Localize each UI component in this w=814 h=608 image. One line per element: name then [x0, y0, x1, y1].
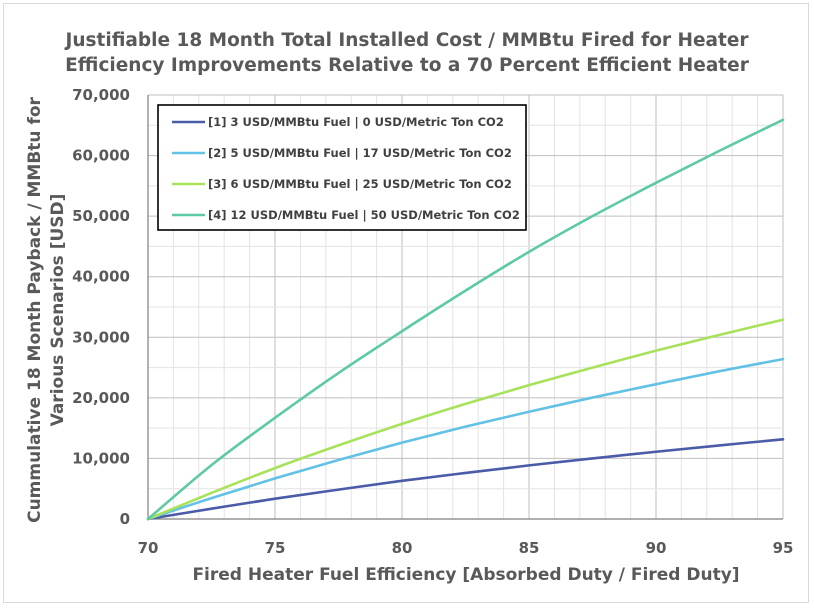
- chart-frame: [3, 3, 809, 603]
- y-axis-title-line-2: Various Scenarios [USD]: [48, 194, 68, 427]
- x-tick-label: 75: [265, 539, 286, 557]
- y-axis-title-line-1: Cummulative 18 Month Payback / MMBtu for: [25, 96, 45, 522]
- y-tick-label: 40,000: [72, 268, 130, 286]
- x-tick-label: 90: [646, 539, 667, 557]
- legend-label-1: [1] 3 USD/MMBtu Fuel | 0 USD/Metric Ton …: [208, 115, 504, 129]
- x-tick-labels: 70 75 80 85 90 95: [138, 539, 794, 557]
- series-line-4: [146, 118, 785, 521]
- series-lines: [146, 118, 785, 521]
- y-tick-label: 30,000: [72, 328, 130, 346]
- x-axis-title: Fired Heater Fuel Efficiency [Absorbed D…: [192, 565, 739, 585]
- legend-box: [157, 104, 527, 231]
- legend-label-2: [2] 5 USD/MMBtu Fuel | 17 USD/Metric Ton…: [208, 146, 512, 160]
- chart-title-line-2: Efficiency Improvements Relative to a 70…: [65, 55, 749, 76]
- y-tick-label: 50,000: [72, 207, 130, 225]
- y-tick-label: 70,000: [72, 86, 130, 104]
- y-tick-label: 60,000: [72, 147, 130, 165]
- x-tick-label: 70: [138, 539, 159, 557]
- series-line-2: [146, 357, 785, 521]
- chart-title-line-1: Justifiable 18 Month Total Installed Cos…: [65, 30, 749, 51]
- legend: [1] 3 USD/MMBtu Fuel | 0 USD/Metric Ton …: [157, 104, 527, 231]
- y-axis-title: Cummulative 18 Month Payback / MMBtu for…: [25, 96, 68, 522]
- chart-title: Justifiable 18 Month Total Installed Cos…: [0, 28, 814, 78]
- y-tick-label: 0: [120, 510, 130, 528]
- axes: [147, 95, 783, 520]
- y-tick-labels: 0 10,000 20,000 30,000 40,000 50,000 60,000 70,…: [72, 86, 130, 528]
- y-tick-label: 20,000: [72, 389, 130, 407]
- legend-label-4: [4] 12 USD/MMBtu Fuel | 50 USD/Metric To…: [208, 208, 520, 222]
- x-tick-label: 95: [773, 539, 794, 557]
- x-tick-label: 80: [392, 539, 413, 557]
- legend-label-3: [3] 6 USD/MMBtu Fuel | 25 USD/Metric Ton…: [208, 177, 512, 191]
- x-tick-label: 85: [519, 539, 540, 557]
- series-line-3: [146, 318, 785, 521]
- y-tick-label: 10,000: [72, 449, 130, 467]
- series-line-1: [146, 438, 785, 521]
